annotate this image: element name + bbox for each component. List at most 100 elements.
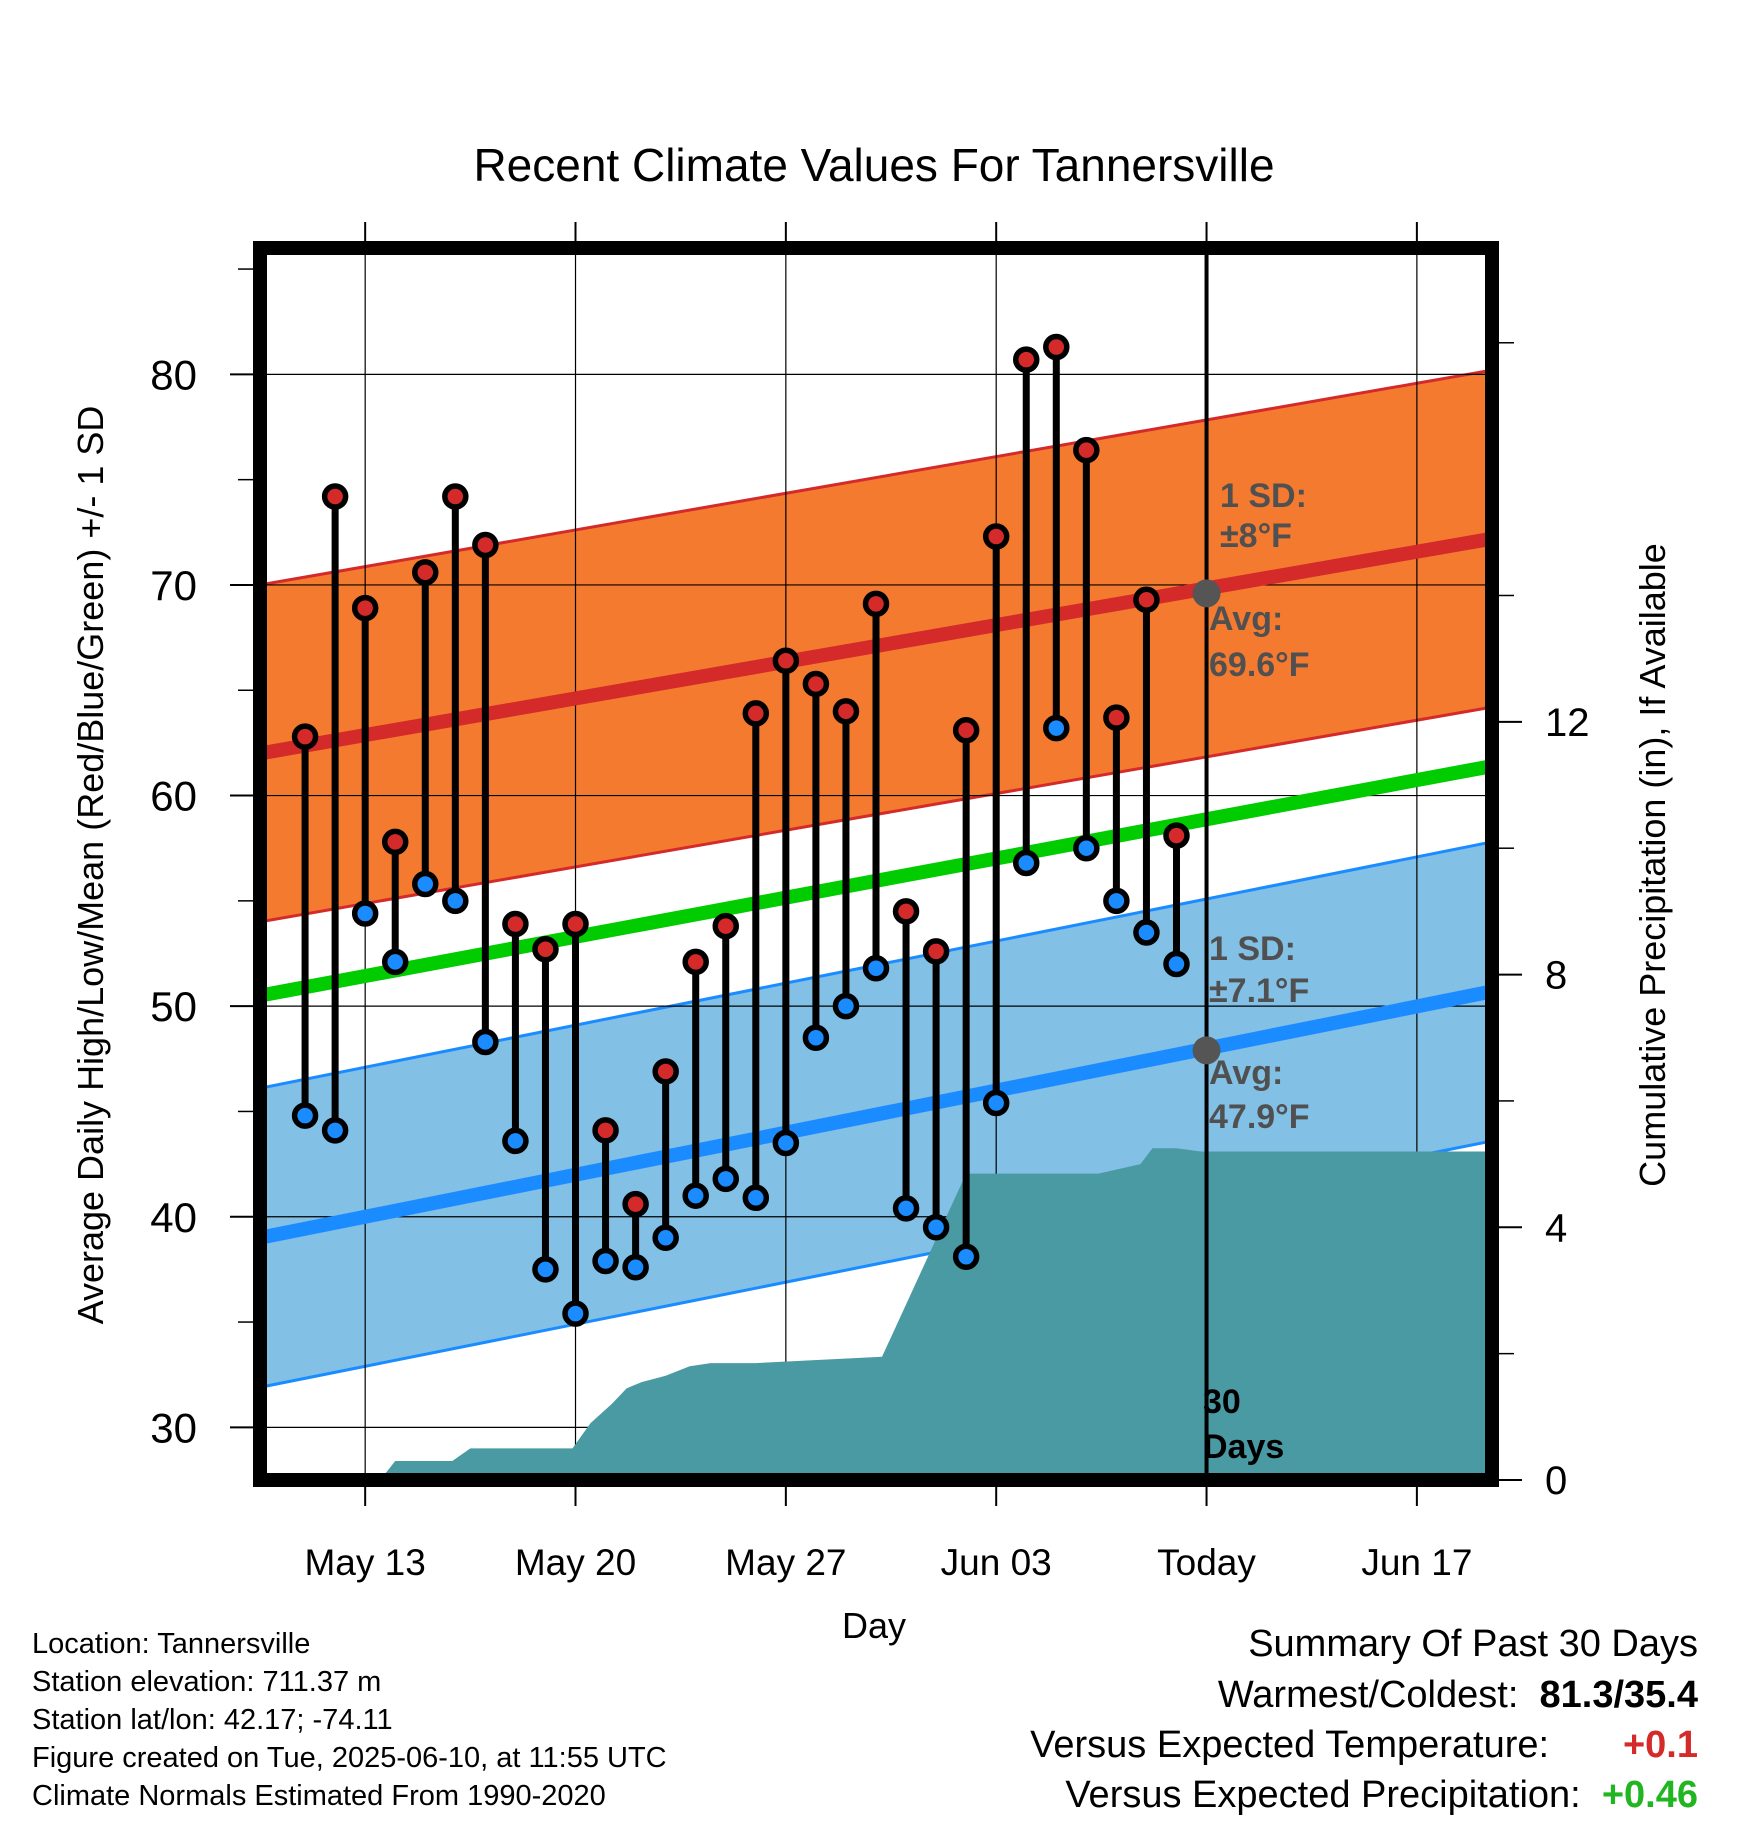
low-point	[652, 1224, 679, 1252]
station-info: Location: Tannersville Station elevation…	[32, 1625, 667, 1815]
low-avg-marker	[1192, 1036, 1221, 1065]
high-sd-value: ±8°F	[1220, 517, 1292, 555]
high-point	[892, 898, 920, 925]
high-point	[982, 523, 1010, 550]
info-latlon: Station lat/lon: 42.17; -74.11	[32, 1704, 393, 1736]
high-point	[291, 723, 319, 750]
high-point	[532, 936, 559, 963]
high-point	[712, 912, 740, 940]
y-tick-label: 50	[150, 983, 197, 1030]
high-point	[952, 717, 980, 744]
high-point	[562, 910, 589, 938]
y-tick-label: 70	[150, 562, 197, 609]
daily-dots	[291, 333, 1190, 1327]
info-normals: Climate Normals Estimated From 1990-2020	[32, 1780, 606, 1812]
high-point	[442, 483, 469, 510]
plot-frame	[253, 241, 1499, 1487]
x-tick-label: May 20	[515, 1542, 636, 1583]
today-marker	[1192, 248, 1221, 1480]
low-point	[1103, 887, 1130, 915]
high-point	[622, 1190, 649, 1218]
low-point	[802, 1024, 830, 1051]
summary-precip-label: Versus Expected Precipitation:	[1065, 1774, 1581, 1816]
high-point	[832, 698, 860, 725]
high-point	[381, 828, 409, 856]
summary-temp: Versus Expected Temperature: +0.1	[1030, 1724, 1698, 1767]
low-point	[922, 1214, 950, 1241]
y-axis-right: 0 4 8 12	[1499, 342, 1590, 1503]
x-tick-label: May 27	[725, 1542, 846, 1583]
low-point	[351, 900, 379, 927]
y-tick-label: 80	[150, 351, 197, 398]
low-point	[1073, 834, 1100, 862]
precip-area	[260, 1148, 1492, 1480]
low-point	[412, 870, 439, 898]
info-created: Figure created on Tue, 2025-06-10, at 11…	[32, 1742, 667, 1774]
high-point	[1133, 586, 1160, 613]
precip-cumulative-area	[260, 1148, 1492, 1480]
summary-precip: Versus Expected Precipitation: +0.46	[1065, 1774, 1698, 1817]
summary-title: Summary Of Past 30 Days	[1248, 1623, 1698, 1665]
y2-tick-label: 8	[1545, 954, 1567, 998]
low-point	[592, 1247, 619, 1275]
high-point	[922, 938, 950, 965]
high-point	[321, 483, 349, 510]
high-point	[1012, 346, 1040, 373]
high-point	[592, 1117, 619, 1144]
y-tick-label: 40	[150, 1194, 197, 1241]
low-point	[1012, 849, 1040, 877]
low-point	[862, 954, 890, 982]
high-avg-value: 69.6°F	[1209, 646, 1310, 684]
high-point	[652, 1058, 679, 1085]
low-point	[892, 1195, 920, 1222]
high-point	[802, 670, 830, 698]
summary-warm-label: Warmest/Coldest:	[1217, 1674, 1519, 1716]
high-point	[772, 647, 800, 675]
info-location: Location: Tannersville	[32, 1628, 311, 1660]
low-point	[682, 1182, 709, 1209]
low-avg-value: 47.9°F	[1209, 1098, 1310, 1136]
y2-tick-label: 12	[1545, 701, 1590, 745]
high-avg-label: Avg:	[1209, 600, 1283, 638]
high-point	[412, 559, 439, 586]
low-point	[622, 1254, 649, 1281]
x-axis-label: Day	[842, 1605, 906, 1646]
high-avg-marker	[1192, 579, 1221, 608]
low-point	[532, 1256, 559, 1283]
high-point	[351, 594, 379, 622]
high-sd-label: 1 SD:	[1220, 477, 1307, 515]
low-point	[442, 887, 469, 915]
low-point	[742, 1184, 770, 1212]
today-window-number: 30	[1203, 1383, 1241, 1421]
x-axis: May 13 May 20 May 27 Jun 03 Today Jun 17	[304, 222, 1472, 1583]
y-tick-label: 30	[150, 1404, 197, 1451]
chart-title: Recent Climate Values For Tannersville	[473, 139, 1274, 191]
low-point	[832, 992, 860, 1020]
normal-low-line	[260, 984, 1492, 1245]
today-window-unit: Days	[1203, 1428, 1284, 1466]
x-tick-label: Jun 03	[941, 1542, 1052, 1583]
high-point	[472, 531, 499, 559]
high-point	[862, 590, 890, 618]
y-tick-label: 60	[150, 773, 197, 820]
today-window-label: 30 Days	[1203, 1383, 1284, 1466]
low-sd-label: 1 SD:	[1209, 930, 1296, 968]
summary-warmest: Warmest/Coldest: 81.3/35.4	[1218, 1674, 1698, 1717]
low-avg-label: Avg:	[1209, 1054, 1283, 1092]
summary-warm-value: 81.3/35.4	[1539, 1674, 1698, 1716]
high-point	[1073, 436, 1100, 464]
y2-tick-label: 4	[1545, 1206, 1567, 1250]
low-point	[1133, 919, 1160, 946]
summary-precip-value: +0.46	[1601, 1774, 1698, 1816]
low-sd-value: ±7.1°F	[1209, 972, 1309, 1010]
x-tick-label: Today	[1157, 1542, 1256, 1583]
high-point	[1163, 822, 1190, 849]
summary-temp-label: Versus Expected Temperature:	[1030, 1724, 1550, 1766]
plot-area	[260, 248, 1492, 1480]
y-axis-label: Average Daily High/Low/Mean (Red/Blue/Gr…	[70, 406, 111, 1325]
low-point	[1163, 950, 1190, 978]
low-point	[321, 1117, 349, 1144]
x-tick-label: Jun 17	[1361, 1542, 1472, 1583]
x-tick-label: May 13	[304, 1542, 425, 1583]
